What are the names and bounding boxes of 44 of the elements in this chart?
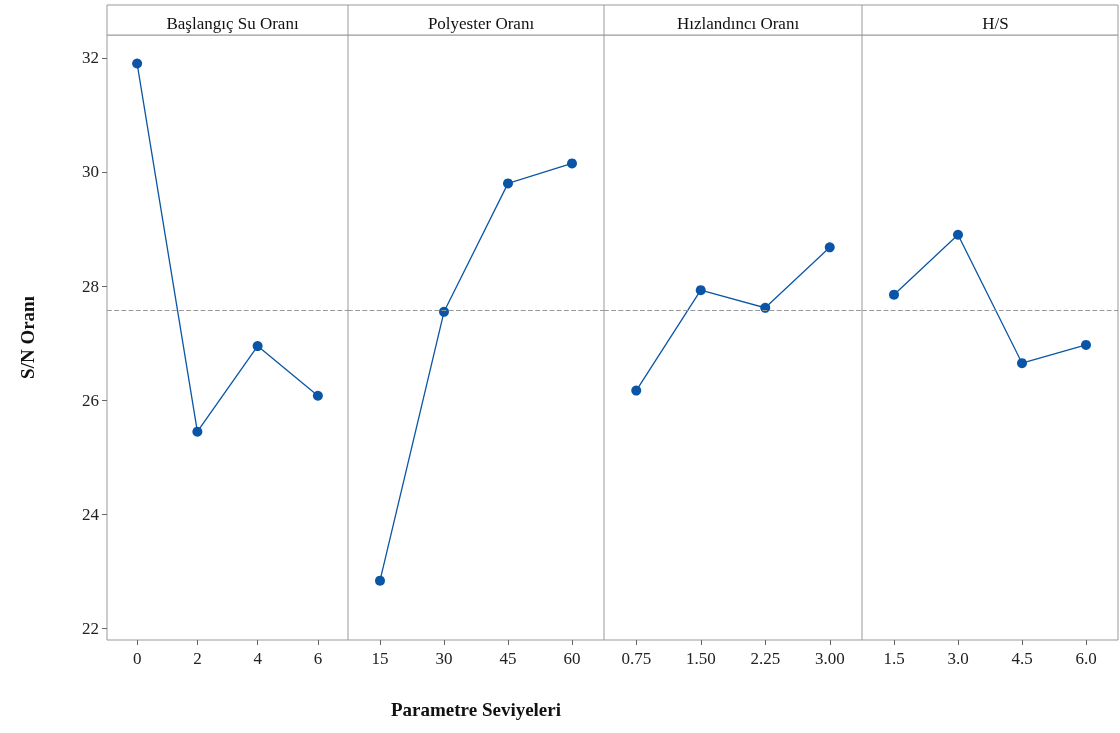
x-tick-label: 4	[253, 649, 263, 668]
y-axis-title: S/N Oranı	[17, 296, 38, 379]
y-tick-label: 24	[82, 504, 100, 524]
point	[132, 58, 143, 69]
y-tick-label: 28	[82, 276, 99, 296]
x-tick-label: 6	[313, 649, 323, 668]
point	[953, 229, 963, 240]
x-tick-label: 30	[435, 649, 453, 668]
point	[889, 289, 899, 300]
point	[1081, 339, 1091, 350]
x-tick-label: 0.75	[621, 649, 652, 668]
point	[252, 341, 263, 352]
x-tick-label: 2.25	[750, 649, 781, 668]
x-tick-label: 0	[132, 649, 142, 668]
x-tick-label: 4.5	[1011, 649, 1033, 668]
point	[503, 178, 513, 189]
x-axis-title: Parametre Seviyeleri	[390, 699, 562, 720]
chart-title: H/S	[982, 14, 1009, 33]
point	[439, 306, 449, 317]
x-tick-label: 45	[499, 649, 517, 668]
x-tick-label: 60	[563, 649, 581, 668]
point	[824, 242, 835, 253]
x-tick-label: 15	[371, 649, 389, 668]
x-tick-label: 2	[193, 649, 202, 668]
point	[695, 285, 706, 296]
point	[760, 302, 771, 313]
point	[567, 158, 577, 169]
point	[1017, 358, 1027, 369]
x-tick-label: 3.00	[814, 649, 845, 668]
chart-title: Başlangıç Su Oranı	[166, 14, 299, 33]
x-tick-label: 1.50	[685, 649, 716, 668]
point	[375, 575, 385, 586]
point	[631, 385, 642, 396]
chart-title: Hızlandıncı Oranı	[676, 14, 800, 33]
point	[192, 426, 203, 437]
y-tick-label: 26	[82, 390, 99, 410]
y-tick-label: 32	[82, 48, 99, 68]
y-tick-label: 22	[82, 619, 99, 639]
chart-title: Polyester Oranı	[427, 14, 535, 33]
x-tick-label: 1.5	[883, 649, 905, 668]
y-tick-label: 30	[82, 162, 99, 182]
point	[312, 390, 323, 401]
x-tick-label: 3.0	[947, 649, 969, 668]
x-tick-label: 6.0	[1075, 649, 1097, 668]
